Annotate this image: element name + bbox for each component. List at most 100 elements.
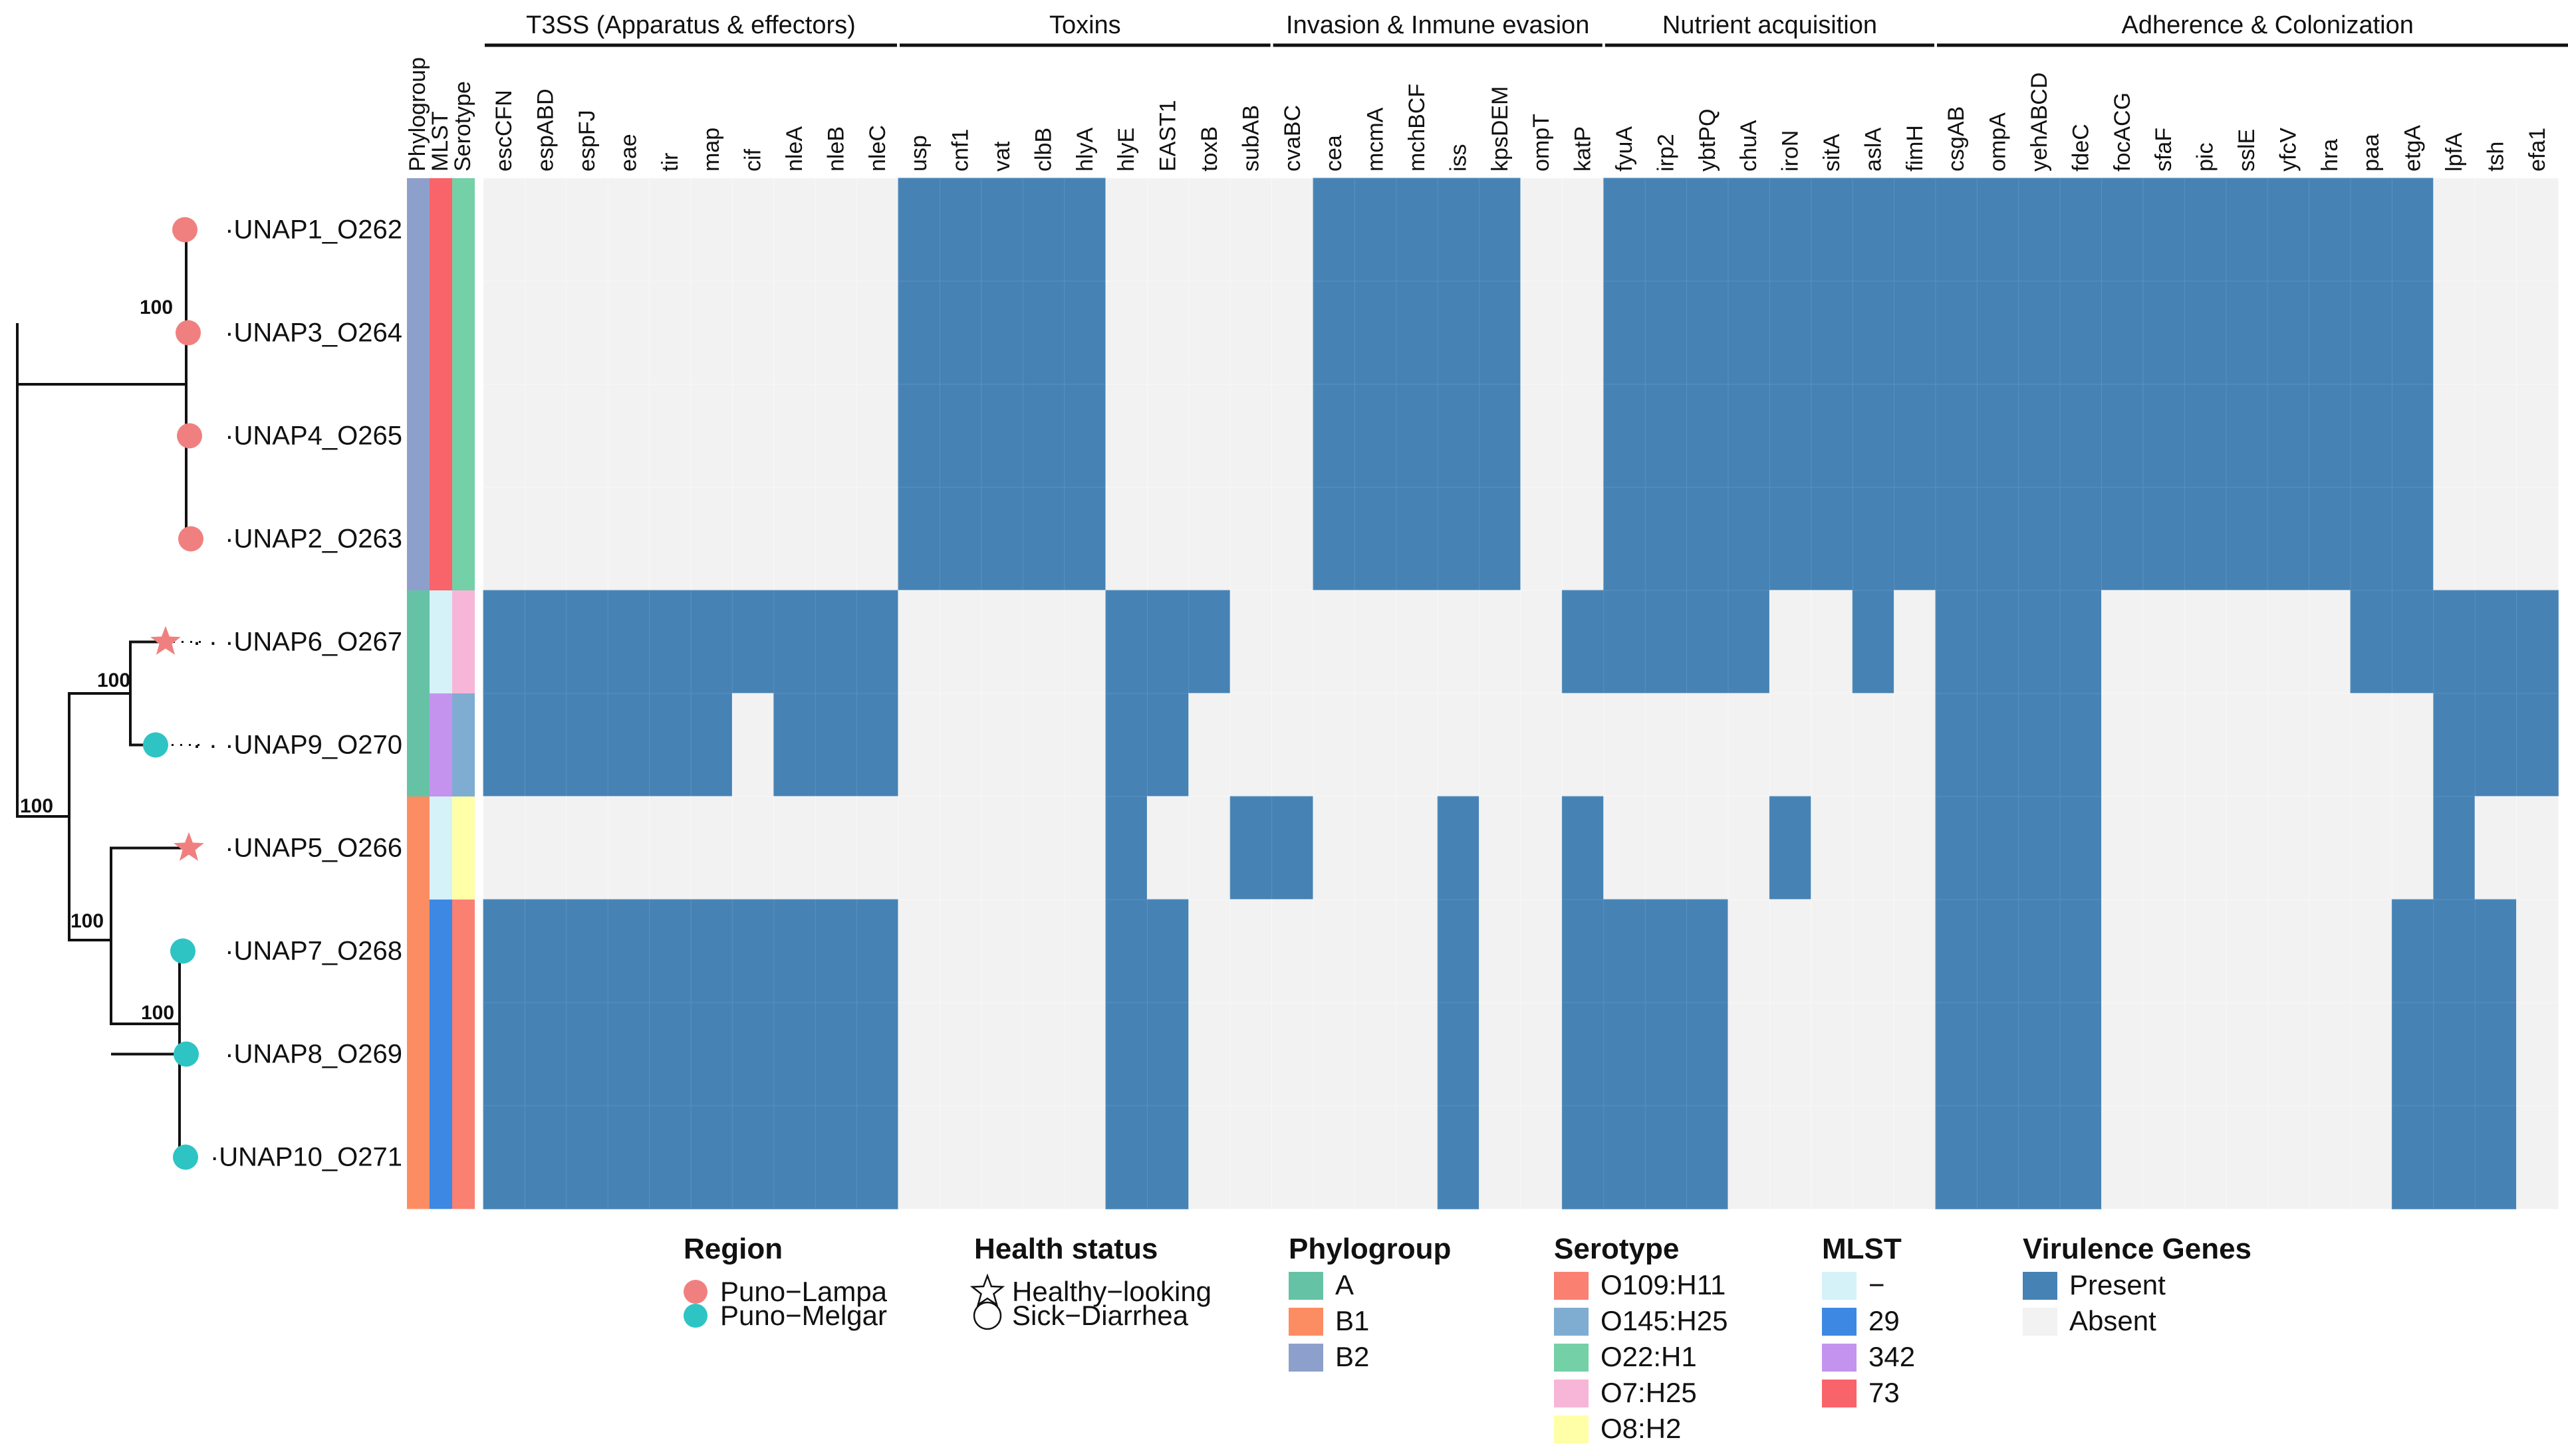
legend-phylogroup-label: B2	[1335, 1341, 1369, 1372]
heatmap-cell-usp	[898, 899, 941, 1003]
heatmap-cell-cea	[1313, 899, 1356, 1003]
heatmap-cell-sitA	[1811, 178, 1854, 282]
heatmap-cell-vat	[981, 487, 1024, 591]
heatmap-cell-tir	[649, 796, 692, 900]
gene-label-pic: pic	[2193, 143, 2218, 172]
heatmap-cell-focACG	[2101, 281, 2144, 385]
heatmap-cell-espFJ	[566, 1105, 609, 1209]
heatmap-cell-hlyA	[1064, 178, 1106, 282]
heatmap-cell-escCFN	[483, 281, 526, 385]
tree-branch	[68, 692, 130, 818]
tip-circle-marker	[172, 217, 197, 243]
annotation-cell-phylogroup	[407, 796, 430, 900]
heatmap-cell-hra	[2309, 487, 2351, 591]
heatmap-cell-csgAB	[1935, 178, 1978, 282]
heatmap-cell-vat	[981, 281, 1024, 385]
heatmap-cell-cnf1	[939, 693, 982, 797]
heatmap-cell-yehABCD	[2018, 1002, 2061, 1106]
heatmap-cell-iss	[1437, 796, 1480, 900]
heatmap-cell-iroN	[1769, 1002, 1812, 1106]
heatmap-cell-iss	[1437, 693, 1480, 797]
legend-health-star	[969, 1273, 1005, 1307]
heatmap-cell-sitA	[1811, 796, 1854, 900]
annotation-header-serotype: Serotype	[450, 81, 475, 172]
tip-star-marker	[174, 832, 204, 861]
heatmap-cell-lpfA	[2433, 384, 2476, 488]
bootstrap-label: 100	[20, 795, 53, 817]
gene-label-eae: eae	[616, 134, 641, 172]
heatmap-cell-chuA	[1728, 281, 1771, 385]
gene-label-paa: paa	[2359, 134, 2384, 172]
heatmap-cell-fyuA	[1603, 796, 1646, 900]
heatmap-cell-usp	[898, 693, 941, 797]
heatmap-cell-nleB	[815, 899, 858, 1003]
annotation-cell-serotype	[452, 796, 475, 900]
heatmap-cell-tsh	[2474, 693, 2517, 797]
gene-label-map: map	[699, 128, 724, 172]
heatmap-cell-katP	[1561, 281, 1605, 385]
heatmap-cell-focACG	[2101, 796, 2144, 900]
heatmap-cell-fimH	[1894, 693, 1936, 797]
heatmap-cell-yfcV	[2267, 796, 2310, 900]
heatmap-cell-cea	[1313, 796, 1356, 900]
heatmap-cell-cvaBC	[1271, 281, 1314, 385]
heatmap-cell-sslE	[2226, 1002, 2269, 1106]
heatmap-cell-chuA	[1728, 1002, 1771, 1106]
heatmap-cell-kpsDEM	[1479, 1002, 1521, 1106]
heatmap-cell-cnf1	[939, 899, 982, 1003]
annotation-cell-serotype	[452, 178, 475, 282]
heatmap-cell-tsh	[2474, 796, 2517, 900]
heatmap-cell-hlyE	[1105, 796, 1148, 900]
heatmap-cell-eae	[607, 1105, 650, 1209]
annotation-header-phylogroup: Phylogroup	[405, 57, 430, 172]
heatmap-cell-lpfA	[2433, 487, 2476, 591]
heatmap-cell-sslE	[2226, 590, 2269, 694]
legend-virulence-label: Present	[2069, 1269, 2166, 1300]
heatmap-cell-toxB	[1188, 281, 1231, 385]
heatmap-cell-map	[690, 487, 733, 591]
legend-mlst-label: −	[1868, 1269, 1885, 1300]
heatmap-cell-cif	[731, 487, 775, 591]
heatmap-cell-yehABCD	[2018, 899, 2061, 1003]
annotation-cell-mlst	[430, 900, 452, 1003]
gene-label-csgAB: csgAB	[1944, 106, 1969, 172]
heatmap-cell-cea	[1313, 384, 1356, 488]
legend-phylogroup-label: B1	[1335, 1305, 1369, 1336]
heatmap-cell-efa1	[2516, 693, 2559, 797]
legend-phylogroup-swatch	[1289, 1344, 1323, 1372]
heatmap-cell-EAST1	[1146, 1105, 1190, 1209]
gene-label-cif: cif	[741, 148, 766, 172]
heatmap-cell-escCFN	[483, 590, 526, 694]
heatmap-cell-ompA	[1976, 487, 2019, 591]
heatmap-cell-espABD	[524, 693, 567, 797]
heatmap-cell-mcmA	[1354, 693, 1397, 797]
heatmap-cell-map	[690, 384, 733, 488]
heatmap-cell-subAB	[1229, 384, 1273, 488]
heatmap-cell-efa1	[2516, 178, 2559, 282]
heatmap-cell-cnf1	[939, 487, 982, 591]
gene-label-yfcV: yfcV	[2275, 128, 2301, 172]
annotation-cell-phylogroup	[407, 1106, 430, 1209]
heatmap-cell-ompA	[1976, 590, 2019, 694]
heatmap-cell-subAB	[1229, 1002, 1273, 1106]
heatmap-cell-nleB	[815, 178, 858, 282]
heatmap-cell-mcmA	[1354, 281, 1397, 385]
heatmap-cell-tsh	[2474, 281, 2517, 385]
legend-mlst-label: 29	[1868, 1305, 1900, 1336]
heatmap-cell-etgA	[2391, 384, 2434, 488]
gene-label-sfaF: sfaF	[2151, 128, 2176, 172]
heatmap-cell-ybtPQ	[1686, 281, 1729, 385]
isolate-label: ·UNAP10_O271	[210, 1143, 402, 1172]
heatmap-cell-ompT	[1520, 899, 1563, 1003]
heatmap-cell-hlyA	[1064, 693, 1106, 797]
heatmap-cell-ompT	[1520, 590, 1563, 694]
heatmap-cell-efa1	[2516, 796, 2559, 900]
heatmap-cell-toxB	[1188, 487, 1231, 591]
heatmap-cell-mchBCF	[1396, 487, 1439, 591]
heatmap-cell-yfcV	[2267, 899, 2310, 1003]
category-label: Toxins	[1049, 11, 1121, 39]
heatmap-cell-tsh	[2474, 384, 2517, 488]
heatmap-cell-nleB	[815, 590, 858, 694]
heatmap-cell-fyuA	[1603, 899, 1646, 1003]
